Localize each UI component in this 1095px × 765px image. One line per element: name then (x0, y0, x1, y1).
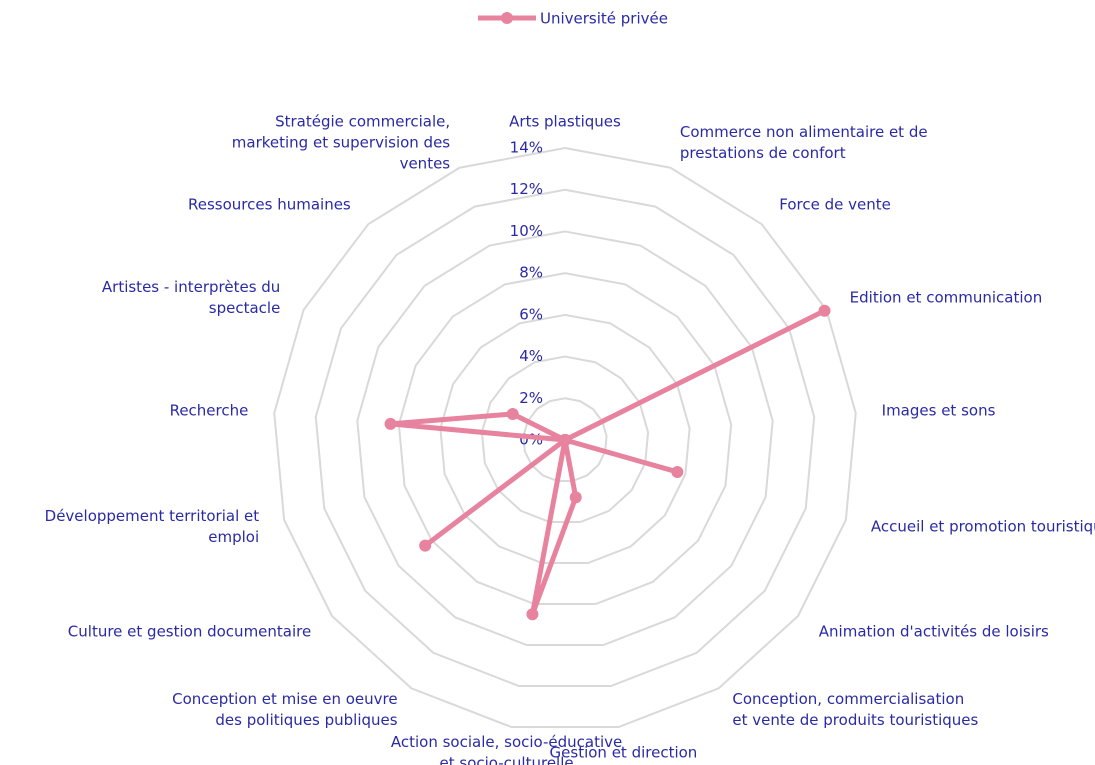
category-label: Gestion et direction (549, 743, 698, 762)
legend-dot (501, 12, 513, 24)
category-label: Accueil et promotion touristique (870, 517, 1095, 536)
y-tick-label: 6% (519, 305, 543, 323)
series-line (388, 308, 828, 617)
category-label: Commerce non alimentaire et de prestatio… (679, 123, 928, 163)
data-point (384, 417, 397, 430)
y-tick-label: 2% (519, 389, 543, 407)
data-point (671, 465, 684, 478)
data-point (569, 491, 582, 504)
category-label: Action sociale, socio-éducative et socio… (390, 732, 623, 765)
y-tick-label: 12% (510, 180, 543, 198)
category-label: Edition et communication (849, 288, 1043, 307)
category-label: Images et sons (881, 401, 996, 420)
category-label: Stratégie commerciale, marketing et supe… (231, 112, 451, 173)
grid-ring (522, 397, 608, 483)
category-label: Développement territorial et emploi (44, 507, 260, 547)
data-point (559, 434, 571, 446)
grid-ring (273, 146, 857, 729)
category-label: Recherche (169, 401, 249, 420)
category-label: Conception, commercialisation et vente d… (732, 690, 979, 730)
y-tick-label: 10% (510, 222, 543, 240)
category-label: Artistes - interprètes du spectacle (101, 278, 281, 318)
data-point (526, 608, 539, 621)
y-tick-label: 4% (519, 347, 543, 365)
category-label: Conception et mise en oeuvre des politiq… (172, 690, 398, 730)
data-point (419, 539, 432, 552)
category-label: Arts plastiques (509, 112, 621, 131)
grid-ring (314, 188, 816, 688)
category-label: Culture et gestion documentaire (67, 622, 312, 641)
grid-ring (397, 272, 733, 606)
grid-ring (439, 313, 691, 565)
data-point (818, 304, 831, 317)
category-label: Ressources humaines (188, 195, 351, 214)
y-tick-label: 14% (510, 139, 543, 157)
category-label: Animation d'activités de loisirs (818, 622, 1049, 641)
category-label: Force de vente (779, 195, 891, 214)
y-tick-label: 8% (519, 264, 543, 282)
legend-label: Université privée (540, 10, 668, 28)
grid-ring (356, 230, 774, 647)
data-point (506, 407, 519, 420)
